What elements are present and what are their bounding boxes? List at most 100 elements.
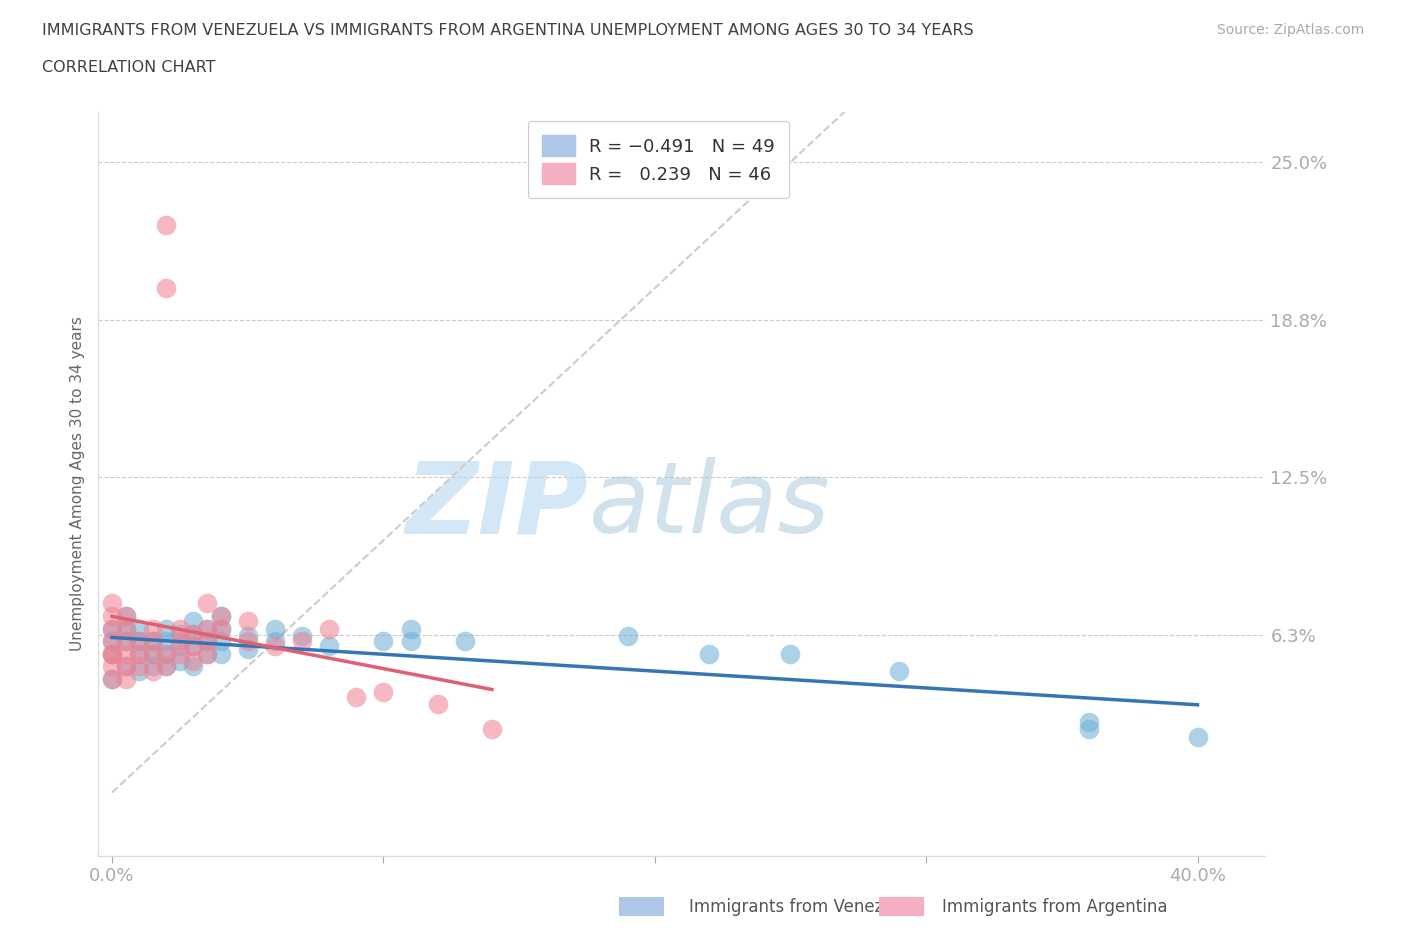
Point (318, 621, 340, 636)
Point (344, 689, 367, 704)
Point (114, 608, 136, 623)
Point (209, 621, 232, 636)
Point (209, 646, 232, 661)
Point (114, 633, 136, 648)
Point (155, 659, 177, 674)
Point (114, 659, 136, 674)
Point (399, 621, 422, 636)
Point (1078, 714, 1101, 729)
Point (183, 654, 205, 669)
Point (128, 633, 150, 648)
Text: Immigrants from Venezuela: Immigrants from Venezuela (689, 897, 918, 916)
Point (263, 639, 285, 654)
Point (142, 633, 165, 648)
Point (195, 633, 218, 648)
Point (373, 684, 395, 699)
Text: IMMIGRANTS FROM VENEZUELA VS IMMIGRANTS FROM ARGENTINA UNEMPLOYMENT AMONG AGES 3: IMMIGRANTS FROM VENEZUELA VS IMMIGRANTS … (42, 23, 974, 38)
Point (101, 671, 124, 686)
Point (779, 646, 801, 661)
Point (887, 664, 910, 679)
Point (209, 608, 232, 623)
Point (101, 671, 124, 686)
Point (399, 633, 422, 648)
Point (1187, 730, 1209, 745)
Point (209, 633, 232, 648)
Point (169, 633, 191, 648)
Point (169, 626, 191, 641)
Y-axis label: Unemployment Among Ages 30 to 34 years: Unemployment Among Ages 30 to 34 years (69, 316, 84, 651)
Point (209, 621, 232, 636)
Point (101, 633, 124, 648)
Point (169, 646, 191, 661)
Point (195, 646, 218, 661)
Point (291, 629, 314, 644)
Text: ZIP: ZIP (405, 458, 589, 554)
Point (155, 621, 177, 636)
Point (155, 633, 177, 648)
Point (142, 659, 165, 674)
Point (195, 596, 218, 611)
Point (236, 614, 259, 629)
Point (697, 646, 720, 661)
Point (236, 642, 259, 657)
Point (481, 722, 503, 737)
Point (183, 626, 205, 641)
Point (183, 614, 205, 629)
Point (169, 621, 191, 636)
Point (101, 646, 124, 661)
Point (291, 633, 314, 648)
Point (195, 646, 218, 661)
Point (101, 633, 124, 648)
Point (128, 659, 150, 674)
Point (263, 633, 285, 648)
Point (183, 639, 205, 654)
Point (195, 621, 218, 636)
Point (114, 659, 136, 674)
Point (183, 626, 205, 641)
Point (114, 646, 136, 661)
Point (155, 218, 177, 232)
Text: Source: ZipAtlas.com: Source: ZipAtlas.com (1216, 23, 1364, 37)
Point (183, 639, 205, 654)
Point (236, 629, 259, 644)
Point (114, 621, 136, 636)
Point (101, 596, 124, 611)
Text: atlas: atlas (589, 458, 830, 554)
Point (114, 633, 136, 648)
Text: CORRELATION CHART: CORRELATION CHART (42, 60, 215, 75)
Point (128, 646, 150, 661)
Point (155, 659, 177, 674)
Point (142, 633, 165, 648)
Point (114, 621, 136, 636)
Point (209, 608, 232, 623)
Point (1078, 722, 1101, 737)
Point (155, 281, 177, 296)
Point (155, 646, 177, 661)
Point (101, 608, 124, 623)
Point (128, 664, 150, 679)
Point (195, 633, 218, 648)
Point (373, 633, 395, 648)
Point (114, 608, 136, 623)
Point (101, 621, 124, 636)
Point (236, 633, 259, 648)
Point (142, 664, 165, 679)
Point (142, 646, 165, 661)
Legend: R = −0.491   N = 49, R =   0.239   N = 46: R = −0.491 N = 49, R = 0.239 N = 46 (527, 121, 789, 198)
Point (318, 639, 340, 654)
Point (169, 639, 191, 654)
Point (195, 621, 218, 636)
Point (128, 633, 150, 648)
Point (114, 671, 136, 686)
Point (142, 646, 165, 661)
Point (454, 633, 477, 648)
Point (169, 654, 191, 669)
Point (101, 621, 124, 636)
Point (101, 646, 124, 661)
Point (101, 659, 124, 674)
Point (155, 646, 177, 661)
Point (426, 697, 449, 711)
Point (183, 659, 205, 674)
Point (263, 621, 285, 636)
Point (101, 646, 124, 661)
